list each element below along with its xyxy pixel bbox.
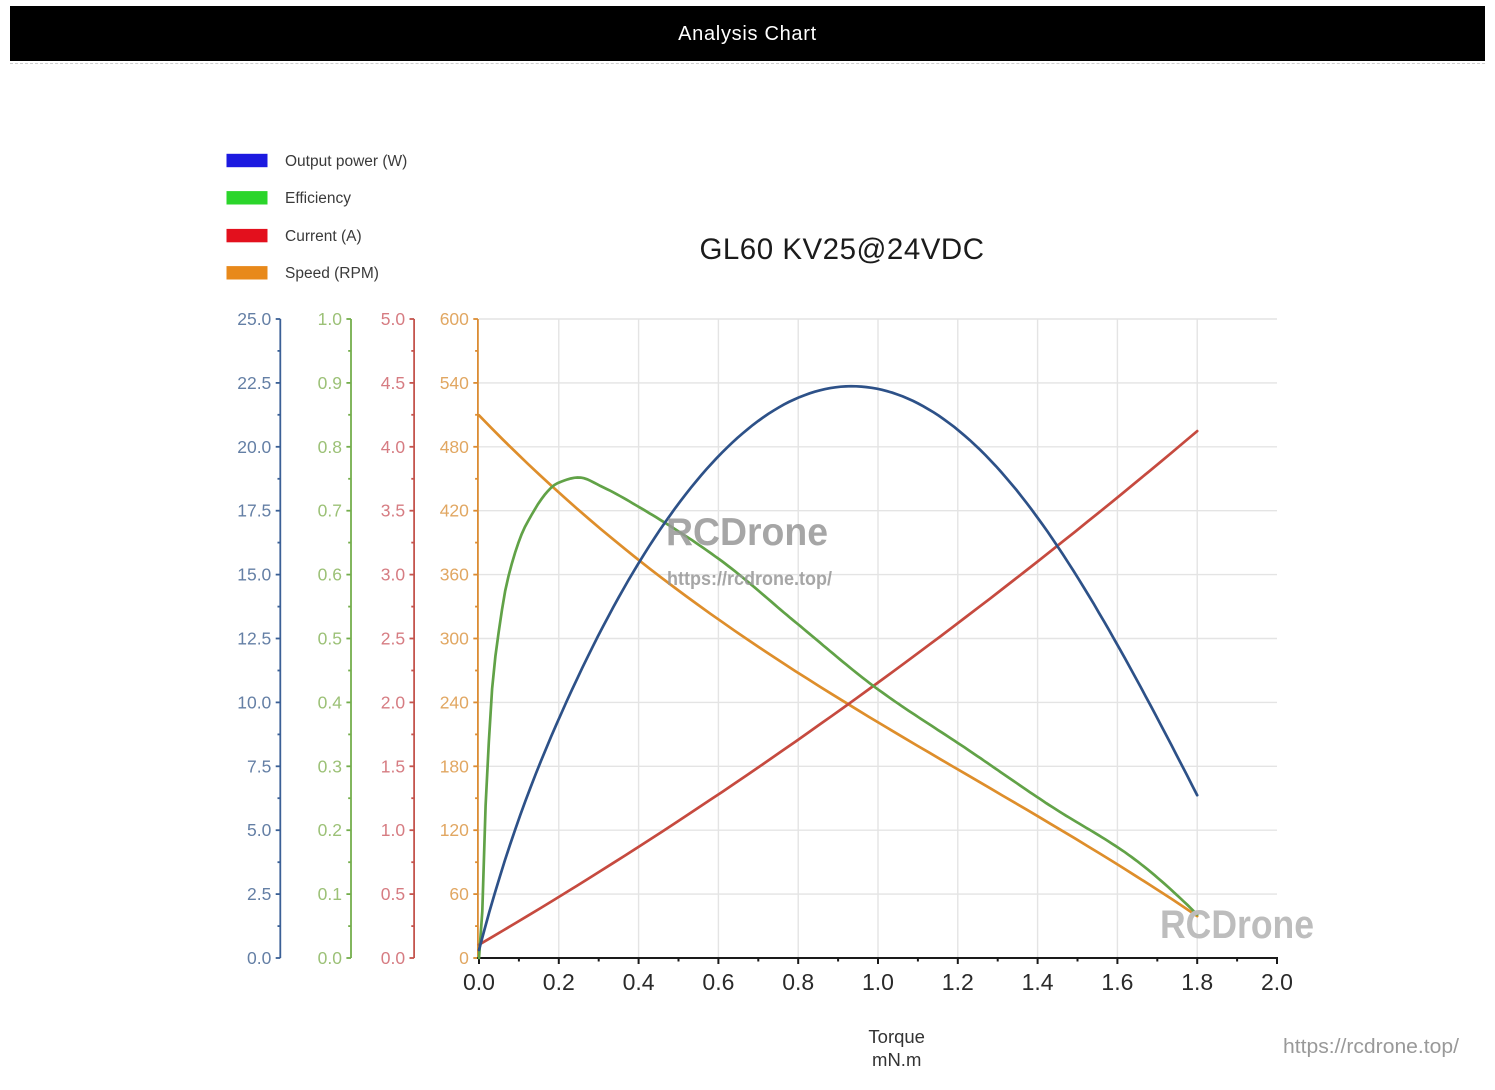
svg-text:60: 60 — [449, 884, 469, 904]
svg-text:0.5: 0.5 — [381, 884, 405, 904]
svg-text:12.5: 12.5 — [237, 629, 271, 649]
svg-text:1.2: 1.2 — [942, 969, 974, 995]
svg-text:600: 600 — [440, 309, 469, 329]
svg-text:0.9: 0.9 — [318, 373, 342, 393]
svg-text:0.4: 0.4 — [623, 969, 655, 995]
svg-text:480: 480 — [440, 437, 469, 457]
svg-text:Efficiency: Efficiency — [285, 190, 351, 207]
svg-text:25.0: 25.0 — [237, 309, 271, 329]
svg-text:4.0: 4.0 — [381, 437, 406, 457]
svg-text:5.0: 5.0 — [247, 820, 272, 840]
svg-text:0.2: 0.2 — [318, 820, 342, 840]
svg-text:0.7: 0.7 — [318, 501, 342, 521]
svg-text:1.0: 1.0 — [381, 820, 406, 840]
svg-text:0.3: 0.3 — [318, 756, 342, 776]
svg-text:3.5: 3.5 — [381, 501, 405, 521]
svg-text:2.0: 2.0 — [381, 692, 406, 712]
svg-text:0.6: 0.6 — [702, 969, 734, 995]
svg-text:0: 0 — [459, 948, 469, 968]
svg-text:0.0: 0.0 — [247, 948, 272, 968]
svg-text:0.8: 0.8 — [318, 437, 342, 457]
svg-text:1.0: 1.0 — [318, 309, 343, 329]
svg-text:22.5: 22.5 — [237, 373, 271, 393]
svg-text:10.0: 10.0 — [237, 692, 271, 712]
svg-text:360: 360 — [440, 565, 469, 585]
svg-text:https://rcdrone.top/: https://rcdrone.top/ — [667, 569, 833, 590]
svg-text:Output power (W): Output power (W) — [285, 153, 407, 170]
svg-text:3.0: 3.0 — [381, 565, 406, 585]
svg-text:0.0: 0.0 — [318, 948, 343, 968]
svg-text:GL60 KV25@24VDC: GL60 KV25@24VDC — [699, 233, 984, 266]
svg-text:540: 540 — [440, 373, 469, 393]
svg-text:1.0: 1.0 — [862, 969, 894, 995]
svg-text:1.6: 1.6 — [1101, 969, 1133, 995]
svg-text:300: 300 — [440, 629, 469, 649]
svg-text:240: 240 — [440, 692, 469, 712]
svg-text:0.5: 0.5 — [318, 629, 342, 649]
svg-text:0.2: 0.2 — [543, 969, 575, 995]
svg-text:2.0: 2.0 — [1261, 969, 1293, 995]
svg-text:0.4: 0.4 — [318, 692, 343, 712]
svg-text:RCDrone: RCDrone — [666, 511, 828, 554]
svg-text:180: 180 — [440, 756, 469, 776]
svg-text:0.1: 0.1 — [318, 884, 342, 904]
svg-text:20.0: 20.0 — [237, 437, 271, 457]
svg-text:1.5: 1.5 — [381, 756, 405, 776]
svg-text:17.5: 17.5 — [237, 501, 271, 521]
svg-text:Torque: Torque — [868, 1026, 925, 1047]
svg-text:Speed (RPM): Speed (RPM) — [285, 265, 379, 282]
svg-text:https://rcdrone.top/: https://rcdrone.top/ — [1283, 1036, 1459, 1058]
svg-text:1.8: 1.8 — [1181, 969, 1213, 995]
svg-text:0.0: 0.0 — [463, 969, 495, 995]
svg-text:0.8: 0.8 — [782, 969, 814, 995]
svg-text:RCDrone: RCDrone — [1160, 903, 1314, 947]
svg-text:0.0: 0.0 — [381, 948, 406, 968]
svg-text:Current (A): Current (A) — [285, 228, 362, 245]
svg-text:15.0: 15.0 — [237, 565, 271, 585]
svg-text:mN.m: mN.m — [872, 1049, 921, 1070]
svg-text:0.6: 0.6 — [318, 565, 342, 585]
svg-text:1.4: 1.4 — [1022, 969, 1054, 995]
svg-text:2.5: 2.5 — [381, 629, 405, 649]
svg-text:5.0: 5.0 — [381, 309, 406, 329]
svg-text:4.5: 4.5 — [381, 373, 405, 393]
svg-text:2.5: 2.5 — [247, 884, 271, 904]
svg-text:420: 420 — [440, 501, 469, 521]
svg-text:7.5: 7.5 — [247, 756, 271, 776]
svg-text:120: 120 — [440, 820, 469, 840]
